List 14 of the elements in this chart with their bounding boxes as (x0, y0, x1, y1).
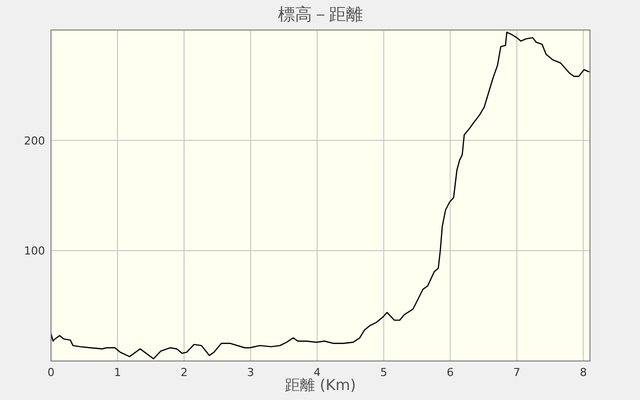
x-tick-label: 8 (580, 366, 587, 379)
x-tick-label: 6 (446, 366, 454, 379)
y-tick-label: 200 (24, 134, 45, 148)
chart-title: 標高－距離 (278, 5, 363, 25)
x-axis-title: 距離 (Km) (285, 376, 356, 394)
x-tick-label: 4 (314, 366, 321, 379)
y-tick-label: 100 (24, 244, 45, 258)
x-tick-label: 7 (513, 366, 520, 379)
x-tick-label: 2 (180, 366, 188, 379)
x-tick-label: 0 (48, 366, 54, 379)
x-tick-label: 3 (247, 366, 254, 379)
x-tick-label: 5 (380, 366, 388, 379)
line-series (50, 32, 590, 360)
x-tick-label: 1 (114, 366, 122, 379)
